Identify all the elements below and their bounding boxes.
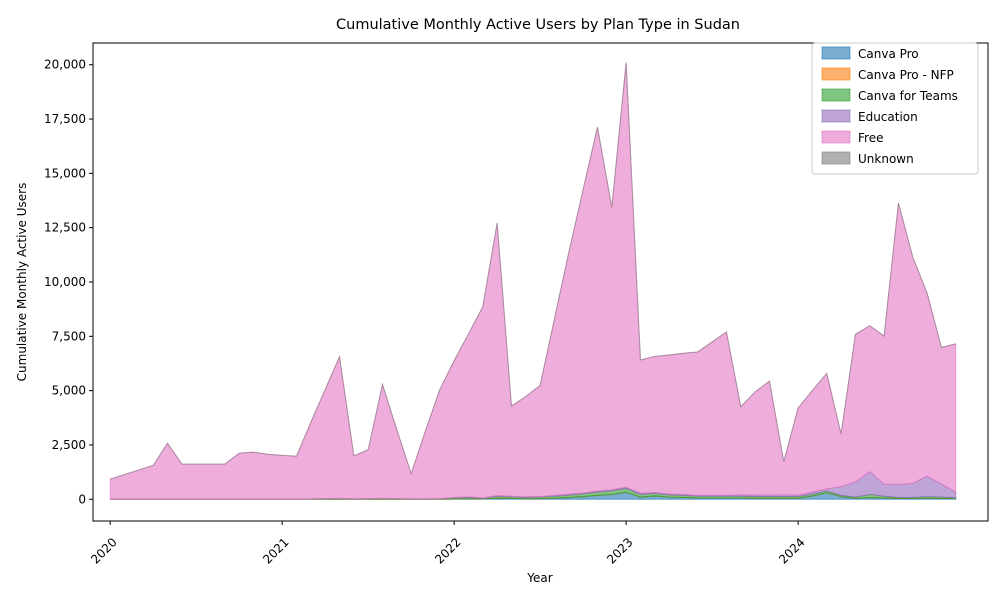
legend-swatch — [821, 109, 851, 123]
legend: Canva Pro Canva Pro - NFP Canva for Teams E… — [811, 42, 979, 175]
legend-label: Unknown — [858, 152, 914, 166]
y-tick-label: 20,000 — [44, 58, 86, 72]
y-tick-label: 15,000 — [44, 166, 86, 180]
legend-swatch — [821, 88, 851, 102]
y-tick-label: 0 — [78, 492, 86, 506]
y-tick-label: 5,000 — [52, 384, 86, 398]
legend-swatch — [821, 130, 851, 144]
y-tick-label: 12,500 — [44, 221, 86, 235]
y-axis-title: Cumulative Monthly Active Users — [15, 183, 29, 382]
y-tick-label: 17,500 — [44, 112, 86, 126]
y-tick-label: 10,000 — [44, 275, 86, 289]
y-tick-label: 2,500 — [52, 438, 86, 452]
legend-label: Education — [858, 110, 918, 124]
x-axis-title: Year — [526, 571, 552, 585]
y-tick-label: 7,500 — [52, 329, 86, 343]
legend-label: Canva Pro - NFP — [858, 68, 954, 82]
area-unknown — [110, 62, 956, 480]
legend-swatch — [821, 151, 851, 165]
plot-frame — [92, 42, 989, 522]
legend-label: Free — [858, 131, 883, 145]
area-series-group — [109, 62, 957, 500]
legend-box — [811, 42, 979, 175]
legend-swatch — [821, 67, 851, 81]
chart-title: Cumulative Monthly Active Users by Plan … — [336, 17, 740, 33]
legend-swatch — [821, 46, 851, 60]
legend-label: Canva for Teams — [858, 89, 958, 103]
y-axis: 0 2,500 5,000 7,500 10,000 12,500 15,000 17,500… — [44, 58, 93, 506]
legend-label: Canva Pro — [858, 47, 919, 61]
